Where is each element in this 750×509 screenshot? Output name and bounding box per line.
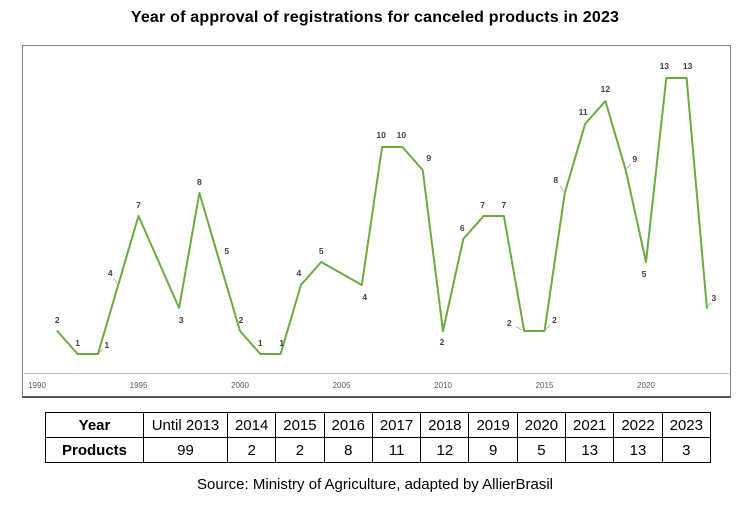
table-cell-year: 2015	[275, 412, 325, 438]
data-label: 1	[75, 338, 80, 348]
table-cell-products: 12	[420, 437, 470, 463]
data-label: 12	[601, 84, 611, 94]
data-label: 5	[319, 246, 324, 256]
x-axis-tick-label: 2010	[434, 381, 452, 390]
table-cell-year: 2020	[516, 412, 567, 438]
data-label: 7	[480, 200, 485, 210]
data-label: 13	[683, 61, 693, 71]
source-attribution: Source: Ministry of Agriculture, adapted…	[197, 476, 553, 493]
x-axis-tick-label: 2015	[536, 381, 554, 390]
data-label: 7	[136, 200, 141, 210]
data-label: 10	[397, 130, 407, 140]
x-axis-tick-label: 2020	[637, 381, 655, 390]
data-label: 8	[197, 177, 202, 187]
table-header-year: Year	[45, 412, 144, 438]
table-cell-year: 2022	[613, 412, 663, 438]
table-row-products: Products 99 2 2 8 11 12 9 5 13 13 3	[45, 437, 711, 463]
data-label: 3	[179, 315, 184, 325]
data-label: 2	[507, 318, 512, 328]
table-cell-year: 2019	[468, 412, 518, 438]
data-label: 11	[579, 107, 588, 117]
label-leader-line	[559, 185, 565, 192]
data-label: 4	[362, 292, 367, 302]
label-leader-line	[545, 324, 551, 330]
x-axis-tick-label: 2005	[333, 381, 351, 390]
table-cell-products: 9	[468, 437, 518, 463]
data-label: 4	[297, 268, 302, 278]
table-header-products: Products	[45, 437, 144, 463]
data-label: 1	[279, 338, 284, 348]
data-label: 5	[642, 269, 647, 279]
label-leader-line	[626, 163, 631, 169]
table-cell-products: 2	[275, 437, 325, 463]
table-cell-products: 99	[143, 437, 228, 463]
table-cell-year: 2018	[420, 412, 470, 438]
table-cell-products: 3	[661, 437, 711, 463]
data-label: 5	[224, 246, 229, 256]
table-cell-year: 2023	[661, 412, 711, 438]
x-axis-tick-label: 1990	[28, 381, 46, 390]
table-cell-products: 13	[613, 437, 663, 463]
chart-title: Year of approval of registrations for ca…	[130, 9, 620, 26]
table-cell-products: 5	[516, 437, 567, 463]
table-cell-products: 13	[565, 437, 615, 463]
data-label: 2	[55, 315, 60, 325]
data-label: 4	[108, 268, 113, 278]
label-leader-line	[707, 302, 712, 308]
data-label: 2	[552, 315, 557, 325]
data-label: 8	[553, 175, 558, 185]
data-label: 10	[376, 130, 386, 140]
table-cell-year: 2017	[371, 412, 422, 438]
table-cell-year: 2016	[323, 412, 373, 438]
data-label: 7	[502, 200, 507, 210]
table-row-years: Year Until 2013 2014 2015 2016 2017 2018 2019 2…	[45, 412, 711, 438]
data-label: 6	[460, 223, 465, 233]
table-cell-products: 11	[371, 437, 422, 463]
table-cell-year: Until 2013	[143, 412, 228, 438]
data-label: 2	[440, 337, 445, 347]
data-label: 9	[426, 153, 431, 163]
label-leader-line	[98, 348, 104, 354]
label-leader-line	[113, 278, 118, 284]
table-cell-products: 2	[226, 437, 277, 463]
data-label: 2	[239, 315, 244, 325]
table-cell-year: 2021	[565, 412, 615, 438]
series-line-products	[56, 77, 708, 355]
label-leader-line	[515, 326, 523, 331]
data-label: 9	[632, 154, 637, 164]
products-by-year-table: Year Until 2013 2014 2015 2016 2017 2018 2019 2…	[45, 412, 711, 463]
data-label: 1	[258, 338, 263, 348]
line-chart: 1990 1995 2000 2005 2010 2015 2020 2 1 1 4 7 3 8 5 2 1 1 4…	[22, 45, 731, 398]
data-label: 1	[105, 340, 110, 350]
table-cell-year: 2014	[226, 412, 277, 438]
x-axis-tick-label: 2000	[231, 381, 249, 390]
table-cell-products: 8	[323, 437, 373, 463]
data-label: 3	[712, 293, 717, 303]
data-label: 13	[660, 61, 670, 71]
x-axis-tick-label: 1995	[130, 381, 148, 390]
